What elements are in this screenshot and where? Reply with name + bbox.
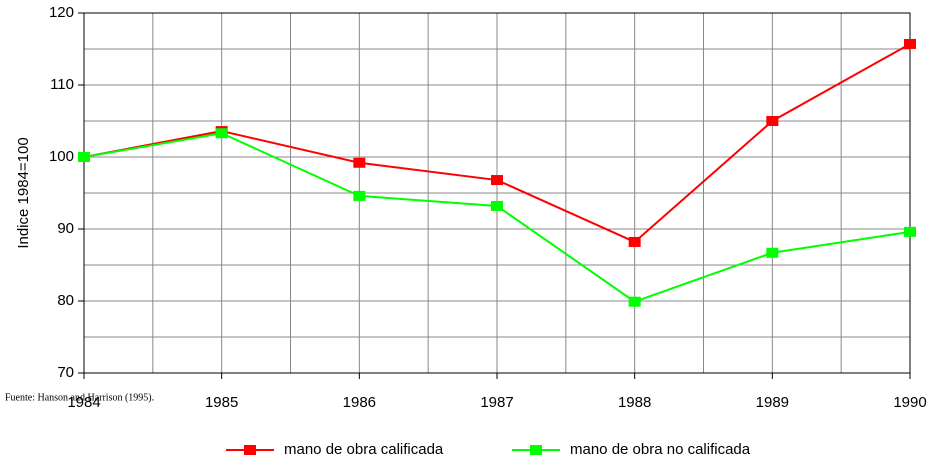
marker [904,38,916,49]
marker [491,175,503,186]
legend-marker [244,445,256,455]
y-tick-label: 90 [57,220,74,237]
y-axis-label: Indice 1984=100 [15,137,32,248]
x-tick-label: 1988 [618,394,651,411]
marker [904,226,916,237]
x-tick-label: 1986 [343,394,376,411]
marker [491,200,503,211]
y-tick-label: 80 [57,292,74,309]
legend-label: mano de obra calificada [284,441,444,458]
x-tick-label: 1985 [205,394,238,411]
marker [215,128,228,139]
marker [353,190,366,201]
x-tick-label: 1987 [480,394,513,411]
legend-label: mano de obra no calificada [570,441,751,458]
x-tick-label: 1990 [893,394,926,411]
x-tick-label: 1989 [756,394,789,411]
marker [766,247,779,258]
y-tick-label: 70 [57,364,74,381]
x-tick-label: 1984 [67,394,100,411]
marker [628,296,641,307]
marker [353,157,366,168]
y-tick-label: 110 [50,76,74,93]
marker [766,116,779,126]
source-note: Fuente: Hanson and Harrison (1995). [5,392,154,403]
y-tick-label: 100 [49,148,74,165]
y-tick-label: 120 [49,4,74,21]
marker [628,236,641,247]
legend-marker [530,445,542,455]
marker [78,152,90,162]
